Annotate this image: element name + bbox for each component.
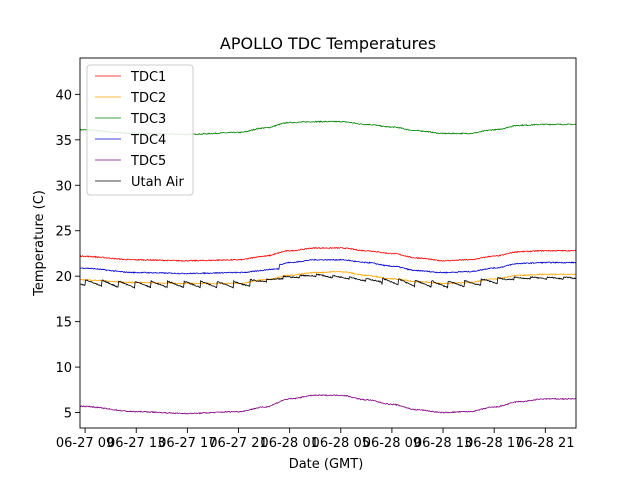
y-tick-label: 5 — [64, 407, 72, 422]
x-axis-label: Date (GMT) — [289, 457, 364, 472]
y-tick-label: 10 — [55, 361, 72, 376]
series-line-tdc1 — [80, 246, 576, 262]
series-line-tdc2 — [80, 270, 576, 285]
x-tick-label: 06-28 17 — [465, 436, 523, 451]
legend-label: TDC4 — [130, 133, 166, 148]
legend: TDC1 TDC2 TDC3 TDC4 TDC5 Utah Air — [86, 64, 194, 196]
legend-label: Utah Air — [131, 175, 184, 190]
x-tick-label: 06-28 21 — [516, 436, 574, 451]
legend-label: TDC3 — [130, 112, 166, 127]
y-tick-label: 30 — [55, 179, 72, 194]
y-tick-label: 35 — [55, 134, 72, 149]
series-line-tdc5 — [80, 394, 576, 415]
series-line-utah-air — [80, 273, 576, 290]
legend-label: TDC2 — [130, 91, 166, 106]
x-tick-label: 06-28 13 — [414, 436, 472, 451]
chart-title: APOLLO TDC Temperatures — [220, 34, 436, 53]
x-tick-label: 06-28 09 — [363, 436, 421, 451]
x-tick-label: 06-28 01 — [260, 436, 318, 451]
y-tick-label: 25 — [55, 225, 72, 240]
x-tick-label: 06-28 05 — [312, 436, 370, 451]
axes-frame — [79, 57, 577, 429]
x-tick-label: 06-27 13 — [107, 436, 165, 451]
y-tick-label: 40 — [55, 88, 72, 103]
y-tick-label: 15 — [55, 316, 72, 331]
legend-label: TDC1 — [130, 70, 166, 85]
legend-label: TDC5 — [130, 154, 166, 169]
y-tick-label: 20 — [55, 270, 72, 285]
x-tick-label: 06-27 09 — [56, 436, 114, 451]
legend-box — [86, 64, 194, 196]
y-axis: 5 10 15 20 25 30 35 40 — [55, 88, 80, 422]
series-line-tdc4 — [80, 258, 576, 275]
x-tick-label: 06-27 21 — [209, 436, 267, 451]
y-axis-label: Temperature (C) — [32, 190, 47, 297]
x-tick-label: 06-27 17 — [158, 436, 216, 451]
